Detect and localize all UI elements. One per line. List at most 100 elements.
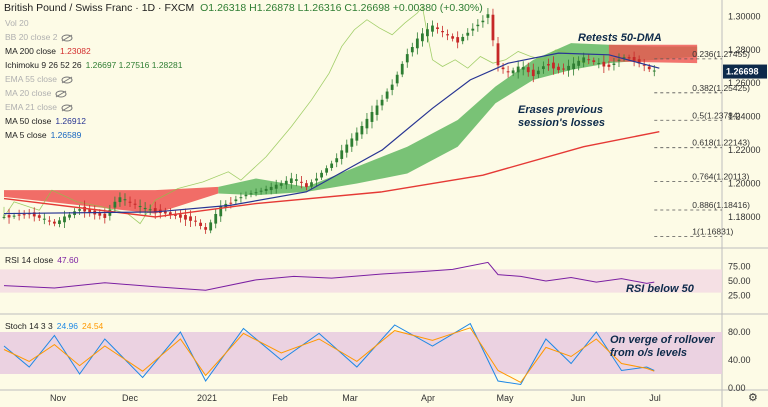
- candle-body: [63, 216, 66, 223]
- x-tick-label: Apr: [421, 393, 435, 403]
- candle-body: [405, 54, 409, 63]
- x-tick-label: Feb: [272, 393, 288, 403]
- indicator-value: 1.26589: [50, 130, 82, 140]
- fib-label: 1(1.16831): [692, 226, 733, 236]
- rsi-line: [3, 261, 655, 291]
- indicator-value: 1.26912: [55, 116, 87, 126]
- candle-body: [305, 183, 308, 188]
- candle-body: [547, 64, 550, 66]
- indicator-name: EMA 21 close: [5, 102, 57, 112]
- candle-body: [274, 184, 278, 189]
- candle-body: [103, 213, 107, 218]
- candle-body: [78, 209, 82, 211]
- annotation-erases: Erases previous session's losses: [518, 104, 606, 129]
- ichimoku-cloud: [218, 43, 698, 196]
- candle-body: [385, 91, 389, 99]
- candle-body: [426, 29, 429, 37]
- candle-body: [592, 60, 596, 63]
- y-tick-label: 1.20000: [728, 179, 761, 189]
- fib-label: 0.764(1.20113): [692, 172, 749, 182]
- candle-body: [501, 67, 505, 70]
- y-tick-label: 1.26000: [728, 78, 761, 88]
- indicator-ichimoku-9-26-52-26[interactable]: Ichimoku 9 26 52 26 1.26697 1.27516 1.282…: [5, 60, 182, 70]
- candle-body: [456, 37, 460, 43]
- candle-body: [531, 69, 535, 77]
- candle-body: [320, 172, 323, 178]
- indicator-ma-200-close[interactable]: MA 200 close 1.23082: [5, 46, 91, 56]
- candle-body: [184, 214, 187, 220]
- candle-body: [597, 63, 601, 65]
- indicator-ma-20-close[interactable]: MA 20 close: [5, 88, 67, 98]
- indicator-ema-21-close[interactable]: EMA 21 close: [5, 102, 73, 112]
- candle-body: [582, 57, 586, 63]
- indicator-ma-5-close[interactable]: MA 5 close 1.26589: [5, 130, 81, 140]
- indicator-value: 1.26697 1.27516 1.28281: [85, 60, 183, 70]
- candle-body: [244, 194, 248, 197]
- indicator-value: 1.23082: [60, 46, 91, 56]
- candle-body: [68, 214, 71, 218]
- candle-body: [153, 208, 157, 213]
- rsi-label: RSI 14 close 47.60: [5, 255, 79, 265]
- stoch-band: [0, 332, 722, 374]
- candle-body: [471, 28, 475, 31]
- candle-body: [7, 215, 11, 218]
- rsi-band: [0, 269, 722, 293]
- candle-body: [58, 220, 61, 224]
- indicator-ma-50-close[interactable]: MA 50 close 1.26912: [5, 116, 86, 126]
- candle-body: [345, 144, 349, 153]
- candle-body: [390, 84, 394, 90]
- candle-body: [431, 25, 434, 32]
- candle-body: [219, 205, 223, 217]
- candle-body: [486, 14, 490, 18]
- candle-body: [557, 66, 560, 71]
- stoch-d-line: [3, 327, 655, 384]
- candle-body: [118, 197, 122, 203]
- candle-body: [375, 105, 379, 115]
- candle-body: [113, 201, 117, 208]
- candle-body: [128, 201, 132, 203]
- candle-body: [511, 70, 515, 74]
- indicator-name: MA 50 close: [5, 116, 52, 126]
- candle-body: [32, 212, 36, 217]
- x-tick-label: May: [496, 393, 514, 403]
- annotation-rsi: RSI below 50: [626, 283, 694, 295]
- eye-off-icon: [61, 76, 73, 84]
- fib-label: 0.5(1.23784): [692, 110, 740, 120]
- y-tick-label: 1.30000: [728, 11, 761, 21]
- candle-body: [234, 199, 238, 202]
- stoch-tick-label: 40.00: [728, 355, 751, 365]
- candle-body: [567, 65, 570, 71]
- candle-body: [229, 202, 233, 204]
- indicator-name: EMA 55 close: [5, 74, 57, 84]
- candle-body: [335, 158, 339, 163]
- lagging-span: [3, 5, 589, 225]
- candle-body: [415, 38, 419, 49]
- indicator-name: Ichimoku 9 26 52 26: [5, 60, 82, 70]
- candle-body: [436, 27, 439, 30]
- candle-body: [491, 14, 495, 41]
- candle-body: [526, 67, 530, 73]
- symbol-title[interactable]: British Pound / Swiss Franc · 1D · FXCM: [4, 2, 195, 14]
- candle-body: [612, 63, 616, 65]
- ichimoku-cloud-bear: [4, 186, 219, 214]
- candle-body: [642, 64, 646, 66]
- gear-icon[interactable]: ⚙: [748, 392, 758, 404]
- candle-body: [481, 20, 485, 23]
- candle-body: [47, 220, 51, 222]
- candle-body: [294, 179, 298, 181]
- candle-body: [420, 33, 424, 42]
- indicator-vol-20[interactable]: Vol 20: [5, 18, 29, 28]
- candle-body: [441, 31, 444, 33]
- candle-body: [572, 63, 576, 70]
- stoch-tick-label: 80.00: [728, 327, 751, 337]
- candle-body: [189, 216, 192, 221]
- indicator-ema-55-close[interactable]: EMA 55 close: [5, 74, 73, 84]
- indicator-bb-20-close-2[interactable]: BB 20 close 2: [5, 32, 73, 42]
- candle-body: [360, 126, 364, 135]
- candle-body: [123, 199, 127, 201]
- candle-body: [284, 180, 288, 185]
- candle-body: [37, 215, 41, 218]
- fib-label: 0.382(1.25425): [692, 83, 750, 93]
- stoch-label: Stoch 14 3 3 24.96 24.54: [5, 321, 104, 331]
- candle-body: [652, 70, 656, 72]
